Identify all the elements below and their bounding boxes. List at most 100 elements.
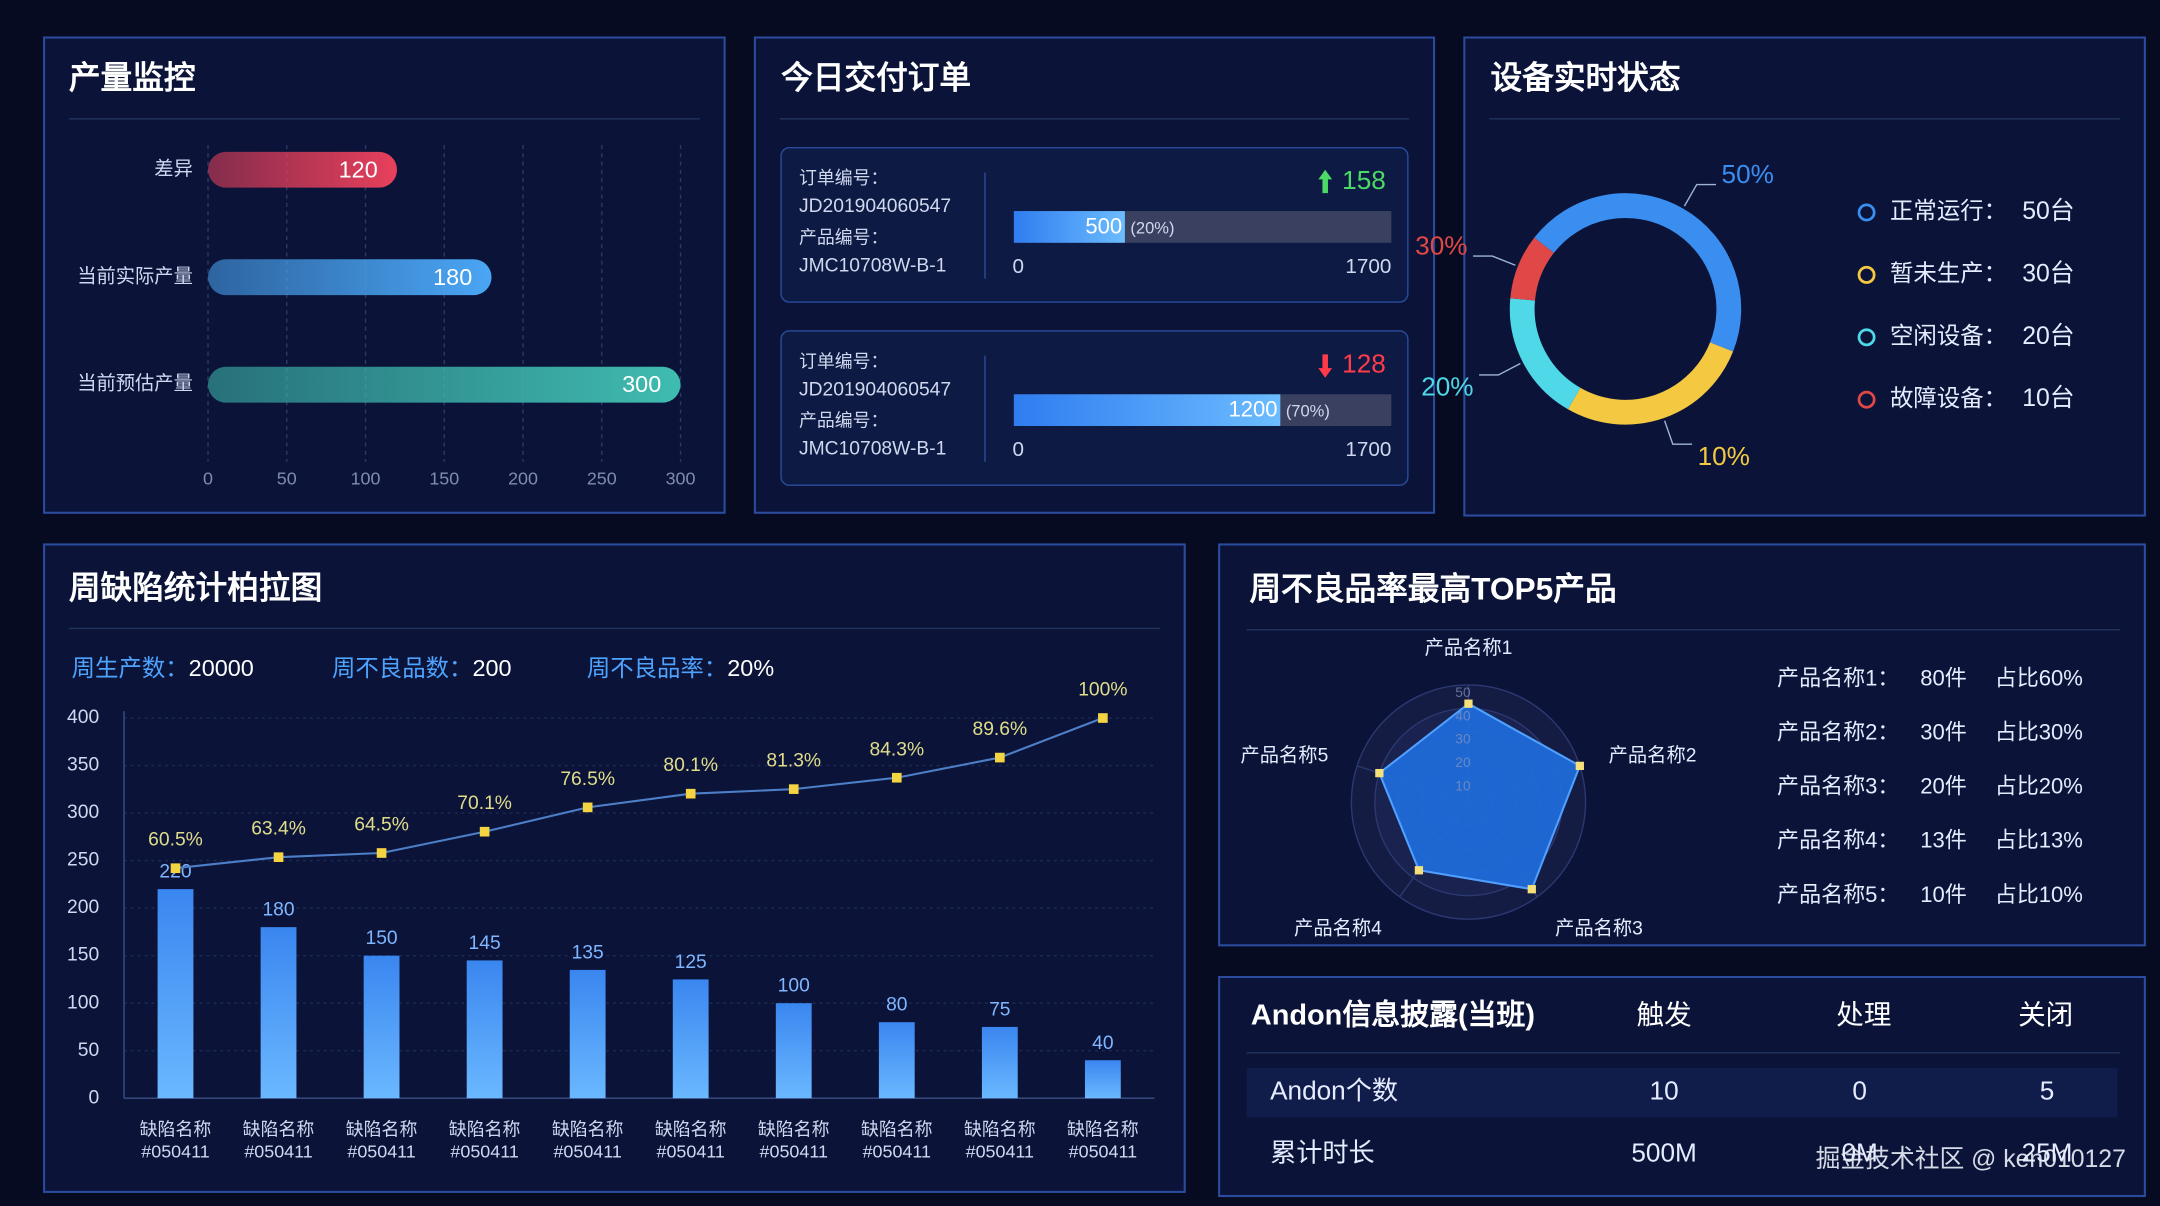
y-tick-label: 100 [67, 992, 99, 1013]
bar [981, 1026, 1018, 1099]
table-cell: Andon个数 [1270, 1076, 1398, 1106]
stat: 周不良品数：200 [332, 655, 512, 681]
x-tick-label: 缺陷名称 #050411 [345, 1118, 418, 1162]
value-label: 89.6% [973, 719, 1028, 740]
x-tick-label-box: 缺陷名称 #050411 [345, 1118, 418, 1162]
legend-value: 50台 [2022, 197, 2074, 225]
percent-label: 50% [1722, 159, 1774, 189]
stat-label: 周生产数： [72, 655, 189, 681]
x-tick-label: 缺陷名称 #050411 [139, 1118, 212, 1162]
table-cell: 25M [2022, 1138, 2073, 1168]
radar-tick-label: 30 [1455, 732, 1471, 747]
x-tick-label-box: 缺陷名称 #050411 [758, 1119, 830, 1162]
radar-label: 产品名称1 [1425, 637, 1513, 659]
list-share: 占比60% [1995, 665, 2083, 690]
panel-title: 周缺陷统计柏拉图 [69, 569, 322, 605]
x-tick-label-box: 缺陷名称 #050411 [243, 1119, 315, 1162]
order-no: JD201904060547 [799, 196, 951, 217]
line-point [685, 788, 696, 799]
donut-segment [1510, 237, 1555, 301]
product-no: JMC10708W-B-1 [799, 255, 946, 276]
percent-label: 30% [1415, 231, 1467, 261]
list-label: 产品名称2： [1777, 719, 1899, 744]
legend-value: 20台 [2022, 322, 2074, 350]
list-count: 20件 [1920, 774, 1967, 799]
leader-line [1683, 183, 1717, 207]
stat-value: 200 [472, 655, 511, 681]
list-label: 产品名称3： [1777, 774, 1899, 799]
progress-min: 0 [1013, 255, 1024, 278]
progress-value: 1200 [1229, 397, 1278, 422]
y-tick-label: 150 [67, 945, 99, 966]
x-tick-label-box: 缺陷名称 #050411 [552, 1119, 624, 1162]
panel-title: 今日交付订单 [781, 60, 971, 96]
bar [775, 1003, 812, 1099]
line-point [273, 852, 284, 863]
legend-label: 空闲设备： [1890, 322, 2007, 348]
x-tick-label-box: 缺陷名称 #050411 [449, 1119, 521, 1162]
progress-percent: (70%) [1286, 402, 1330, 421]
category-label: 差异 [154, 158, 193, 180]
x-tick-label-box: 缺陷名称 #050411 [654, 1118, 727, 1162]
legend-label: 故障设备： [1890, 385, 2007, 411]
table-header: Andon信息披露(当班) [1251, 999, 1535, 1032]
value-label: 300 [622, 371, 661, 397]
list-share: 占比30% [1995, 719, 2083, 744]
watermark: 掘金技术社区 @ ken010127 [1816, 1145, 2126, 1173]
y-tick-label: 350 [67, 755, 99, 776]
radar-label: 产品名称4 [1294, 918, 1382, 940]
bar [157, 889, 194, 1099]
progress-min: 0 [1013, 438, 1024, 461]
progress-max: 1700 [1345, 438, 1391, 461]
list-share: 占比10% [1995, 882, 2083, 907]
table-header: 触发 [1637, 999, 1692, 1030]
radar-tick-label: 10 [1455, 779, 1471, 794]
table-row-band [1246, 1067, 2118, 1118]
radar-area [1378, 702, 1582, 891]
stat-value: 20000 [189, 655, 254, 681]
bar [569, 969, 606, 1099]
order-label: 订单编号： [799, 168, 888, 188]
progress-bar [1013, 394, 1281, 426]
x-tick-label: 250 [587, 468, 617, 488]
order-change: 128 [1342, 348, 1386, 378]
line-point [788, 784, 799, 794]
product-label: 产品编号： [799, 227, 888, 247]
x-tick-label: 缺陷名称 #050411 [963, 1118, 1036, 1162]
y-tick-label: 0 [88, 1087, 99, 1108]
x-tick-label: 50 [277, 468, 297, 488]
list-count: 10件 [1920, 882, 1967, 907]
value-label: 145 [469, 933, 501, 954]
table-cell: 500M [1631, 1138, 1696, 1168]
radar-point [1575, 761, 1584, 771]
y-tick-label: 50 [78, 1040, 99, 1061]
line-point [1098, 713, 1108, 723]
value-label: 80.1% [663, 755, 718, 776]
list-count: 80件 [1920, 665, 1967, 690]
stat: 周生产数：20000 [72, 655, 254, 681]
list-label: 产品名称5： [1777, 882, 1899, 907]
leader-line [1479, 362, 1521, 376]
percent-label: 10% [1698, 441, 1750, 471]
x-tick-label: 缺陷名称 #050411 [654, 1118, 727, 1162]
radar-label: 产品名称2 [1609, 745, 1697, 767]
bar [878, 1022, 915, 1099]
table-cell: 0M [1842, 1138, 1878, 1168]
panel [1463, 36, 2146, 517]
value-label: 70.1% [457, 793, 512, 814]
value-label: 76.5% [560, 769, 615, 790]
line-point [170, 863, 181, 874]
x-tick-label-box: 缺陷名称 #050411 [1067, 1118, 1139, 1162]
line-point [376, 848, 387, 858]
radar-point [1375, 768, 1384, 778]
value-label: 100 [778, 976, 810, 997]
x-tick-label: 缺陷名称 #050411 [1067, 1118, 1139, 1162]
value-label: 180 [262, 900, 294, 921]
legend-label: 暂未生产： [1890, 260, 2007, 286]
category-label: 当前实际产量 [77, 265, 193, 287]
table-cell: 累计时长 [1270, 1138, 1375, 1168]
list-count: 13件 [1920, 828, 1967, 853]
radar-label: 产品名称3 [1555, 918, 1643, 940]
bar [466, 960, 503, 1099]
